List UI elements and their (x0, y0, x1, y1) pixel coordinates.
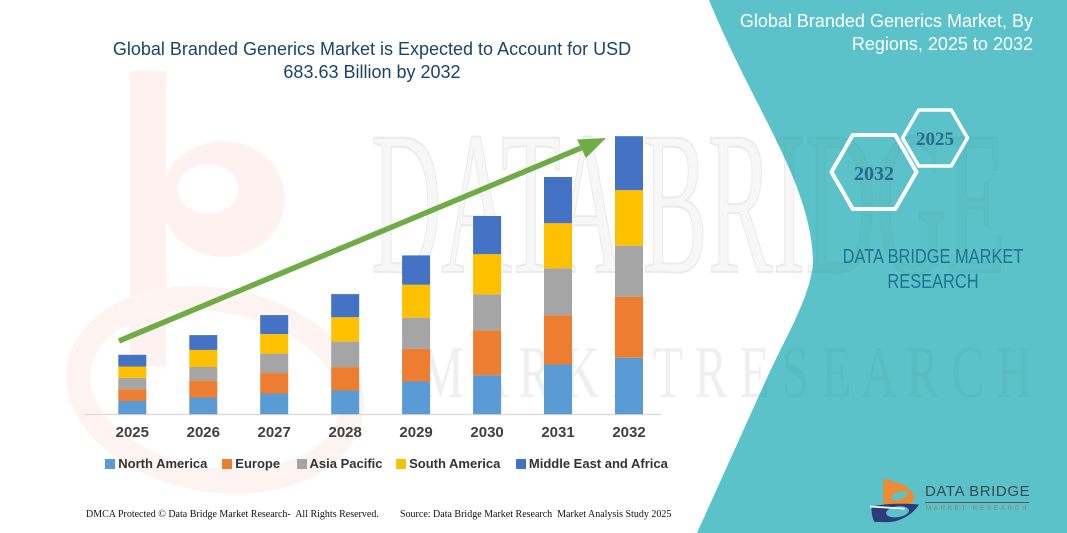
svg-text:2025: 2025 (916, 129, 954, 150)
svg-text:2032: 2032 (854, 163, 894, 185)
